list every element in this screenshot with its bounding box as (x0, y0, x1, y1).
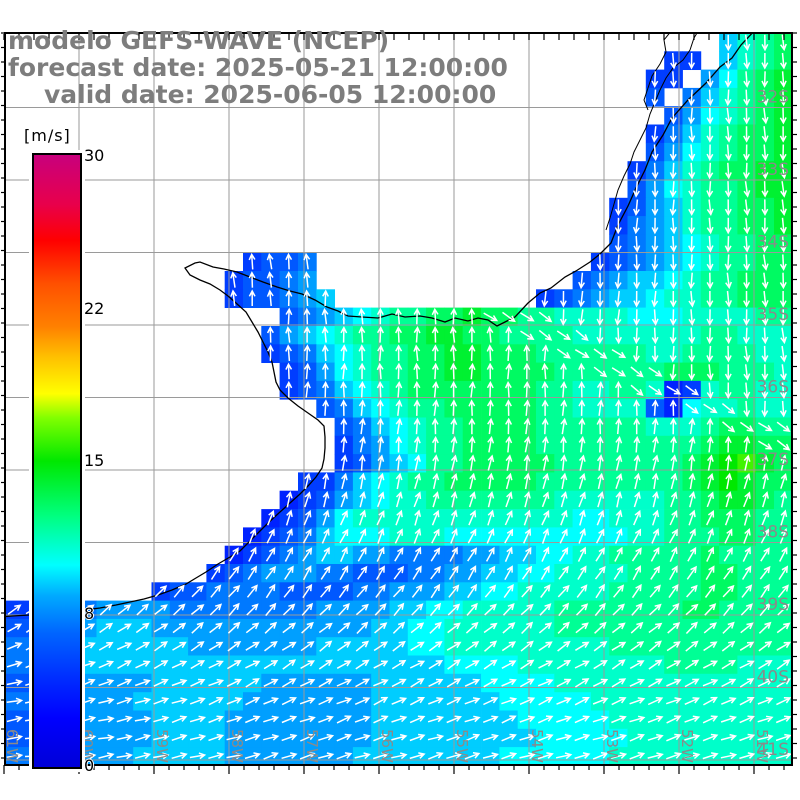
graticule (5, 33, 792, 765)
lat-label: 39S (757, 595, 789, 615)
colorbar-tick-label: 0 (84, 756, 95, 775)
lon-labels: 61W 60W 59W 58W 57W 56W 55W 54W 53W 52W 51W (3, 729, 771, 763)
lat-label: 32S (757, 88, 789, 108)
valid-date-line: valid date: 2025-06-05 12:00:00 (44, 80, 497, 109)
lat-label: 41S (757, 740, 789, 760)
lat-labels: 32S 33S 34S 35S 36S 37S 38S 39S 40S 41S (757, 88, 789, 761)
lat-label: 35S (757, 305, 789, 325)
wave-direction-arrows (6, 34, 792, 760)
colorbar-tick-label: 30 (84, 146, 105, 165)
lon-label: 58W (228, 729, 246, 763)
lat-label: 33S (757, 160, 789, 180)
lon-label: 59W (153, 729, 171, 763)
lon-label: 51W (753, 729, 771, 763)
lat-label: 36S (757, 378, 789, 398)
lon-label: 52W (678, 729, 696, 763)
colorbar-tick-label: 15 (84, 451, 105, 470)
map-border (4, 32, 793, 766)
colorbar-tick-label: 8 (84, 603, 95, 623)
lat-label: 38S (757, 523, 789, 543)
lon-label: 57W (303, 729, 321, 763)
map-inner (5, 33, 792, 765)
colorbar-tick-label: 22 (84, 298, 105, 318)
lon-label: 53W (603, 729, 621, 763)
axis-ticks (1, 32, 797, 774)
lat-label: 37S (757, 450, 789, 470)
colorbar-unit-label: [m/s] (24, 126, 71, 145)
page-title: modelo GEFS-WAVE (NCEP) (8, 26, 390, 55)
lat-label: 34S (757, 233, 789, 253)
lon-label: 54W (528, 729, 546, 763)
lon-label: 61W (3, 729, 21, 763)
colorbar (32, 153, 82, 769)
lon-label: 56W (378, 729, 396, 763)
wave-height-cells (5, 33, 792, 765)
lat-label: 40S (757, 668, 789, 688)
forecast-date-line: forecast date: 2025-05-21 12:00:00 (8, 53, 508, 82)
lon-label: 60W (78, 729, 96, 763)
lon-label: 55W (453, 729, 471, 763)
